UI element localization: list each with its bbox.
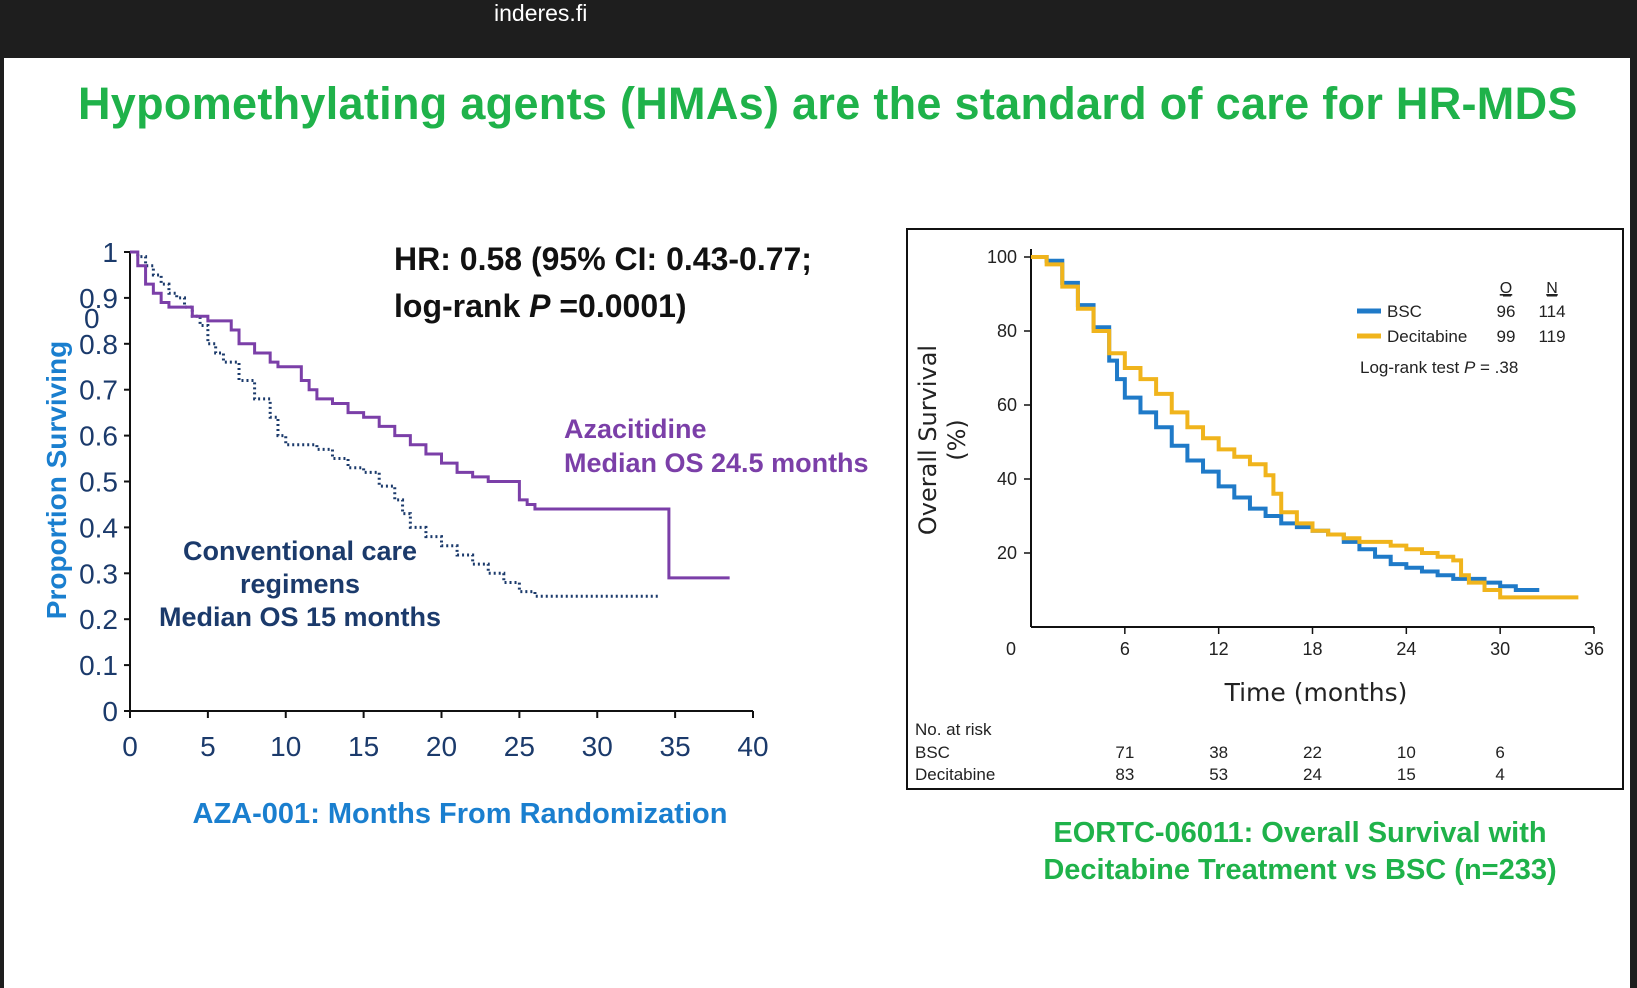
right-x-tick-label: 36: [1584, 639, 1604, 659]
frame-left-edge: [0, 40, 4, 988]
risk-table-cell: 10: [1397, 743, 1416, 762]
right-y-axis-label-line2: (%): [943, 419, 971, 461]
azacitidine-curve: [130, 250, 730, 580]
hr-annotation-suffix: =0.0001): [550, 288, 686, 324]
aza-001-chart: 0 0.1 0.2 0.3 0.4 0.5 0.6 0.7 0.8 0.9 1 0 5 10 15 20 25…: [41, 237, 869, 830]
right-y-tick-label: 40: [997, 469, 1017, 489]
left-series: [130, 250, 730, 598]
browser-top-bar: inderes.fi: [0, 0, 1637, 40]
left-x-tick-label: 10: [270, 731, 301, 762]
left-y-tick-label: 1: [102, 237, 118, 268]
right-chart-caption: EORTC-06011: Overall Survival with Decit…: [1000, 815, 1600, 889]
legend-name-decitabine: Decitabine: [1387, 327, 1467, 346]
right-series: [1031, 255, 1579, 600]
left-x-tick-label: 15: [348, 731, 379, 762]
legend-n-bsc: 114: [1538, 302, 1565, 321]
left-y-tick-label: 0.9: [79, 283, 118, 314]
risk-table-title: No. at risk: [915, 720, 992, 739]
left-y-tick-label: 0.4: [79, 512, 118, 543]
risk-table-cell: 24: [1303, 765, 1322, 784]
site-domain: inderes.fi: [494, 0, 588, 26]
risk-table-values: 71 38 22 10 6 83 53 24 15 4: [1115, 743, 1505, 784]
hr-annotation-prefix: log-rank: [394, 288, 529, 324]
legend-header-n: N: [1546, 280, 1558, 297]
legend-name-bsc: BSC: [1387, 302, 1422, 321]
right-y-axis-label-line1: Overall Survival: [914, 345, 942, 535]
risk-table-cell: 22: [1303, 743, 1322, 762]
right-x-tick-label: 12: [1209, 639, 1229, 659]
legend-o-decitabine: 99: [1497, 327, 1516, 346]
eortc-06011-chart: 20 40 60 80 100 0 6 12 18 24 30 36 Overall Surviva…: [906, 228, 1624, 790]
risk-table-cell: 4: [1495, 765, 1504, 784]
left-y-tick-label: 0.5: [79, 467, 118, 498]
left-y-tick-label: 0.8: [79, 329, 118, 360]
hr-annotation-italic: P: [529, 288, 551, 324]
conv-label-line3: Median OS 15 months: [159, 602, 441, 632]
risk-table-cell: 83: [1115, 765, 1134, 784]
right-y-ticks: 20 40 60 80 100: [987, 247, 1031, 563]
hr-annotation-line2: log-rank P =0.0001): [394, 288, 687, 324]
logrank-suffix: = .38: [1475, 358, 1518, 377]
right-legend: O N BSC 96 114 Decitabine 99 119 Log-ran…: [1357, 280, 1566, 377]
left-y-axis-label: Proportion Surviving: [41, 341, 72, 619]
left-y-tick-label: 0.6: [79, 421, 118, 452]
aza-label-line2: Median OS 24.5 months: [564, 448, 869, 478]
right-x-tick-label: 30: [1490, 639, 1510, 659]
conv-label-line2: regimens: [240, 569, 360, 599]
risk-table-cell: 15: [1397, 765, 1416, 784]
left-y-tick-label: 0.1: [79, 650, 118, 681]
left-x-axis-label: AZA-001: Months From Randomization: [193, 798, 728, 830]
frame-right-edge: [1630, 40, 1637, 988]
right-caption-line1: EORTC-06011: Overall Survival with: [1053, 817, 1547, 849]
left-x-tick-label: 35: [660, 731, 691, 762]
right-y-tick-label: 60: [997, 395, 1017, 415]
legend-header-o: O: [1500, 280, 1512, 297]
right-x-tick-label: 0: [1006, 639, 1016, 659]
bsc-curve: [1031, 255, 1540, 592]
frame-gap: [0, 40, 1637, 58]
right-y-tick-label: 100: [987, 247, 1017, 267]
aza-label-line1: Azacitidine: [564, 414, 707, 444]
right-x-tick-label: 6: [1120, 639, 1130, 659]
left-x-tick-label: 30: [582, 731, 613, 762]
conv-label-line1: Conventional care: [183, 536, 417, 566]
left-x-tick-label: 5: [200, 731, 216, 762]
risk-table-cell: 71: [1115, 743, 1134, 762]
slide-title: Hypomethylating agents (HMAs) are the st…: [78, 78, 1578, 129]
conventional-care-curve: [130, 250, 660, 598]
right-x-tick-label: 24: [1396, 639, 1416, 659]
risk-table-cell: 6: [1495, 743, 1504, 762]
left-x-ticks: 0 5 10 15 20 25 30 35 40: [122, 711, 769, 762]
left-y-tick-label: 0: [102, 696, 118, 727]
left-y-tick-label: 0.3: [79, 558, 118, 589]
right-x-ticks: 0 6 12 18 24 30 36: [1006, 627, 1604, 659]
risk-row-name-decitabine: Decitabine: [915, 765, 995, 784]
risk-table: No. at risk BSC Decitabine 71 38 22 10 6 83 53…: [915, 720, 1505, 784]
logrank-prefix: Log-rank test: [1360, 358, 1464, 377]
legend-n-decitabine: 119: [1538, 327, 1565, 346]
left-x-tick-label: 0: [122, 731, 138, 762]
logrank-italic: P: [1464, 358, 1476, 377]
legend-o-bsc: 96: [1497, 302, 1516, 321]
risk-table-cell: 53: [1209, 765, 1228, 784]
left-y-tick-label: 0.7: [79, 375, 118, 406]
risk-table-cell: 38: [1209, 743, 1228, 762]
right-y-tick-label: 20: [997, 543, 1017, 563]
right-y-tick-label: 80: [997, 321, 1017, 341]
right-caption-line2: Decitabine Treatment vs BSC (n=233): [1043, 854, 1557, 886]
left-y-tick-label: 0.2: [79, 604, 118, 635]
stray-tick-label: 0: [84, 303, 100, 334]
left-y-ticks: 0 0.1 0.2 0.3 0.4 0.5 0.6 0.7 0.8 0.9 1: [79, 237, 130, 727]
decitabine-curve: [1031, 255, 1579, 600]
legend-logrank: Log-rank test P = .38: [1360, 358, 1518, 377]
risk-row-name-bsc: BSC: [915, 743, 950, 762]
right-x-tick-label: 18: [1302, 639, 1322, 659]
left-x-tick-label: 20: [426, 731, 457, 762]
right-x-axis-label: Time (months): [1224, 678, 1408, 707]
left-x-tick-label: 40: [737, 731, 768, 762]
left-x-tick-label: 25: [504, 731, 535, 762]
hr-annotation-line1: HR: 0.58 (95% CI: 0.43-0.77;: [394, 241, 812, 277]
